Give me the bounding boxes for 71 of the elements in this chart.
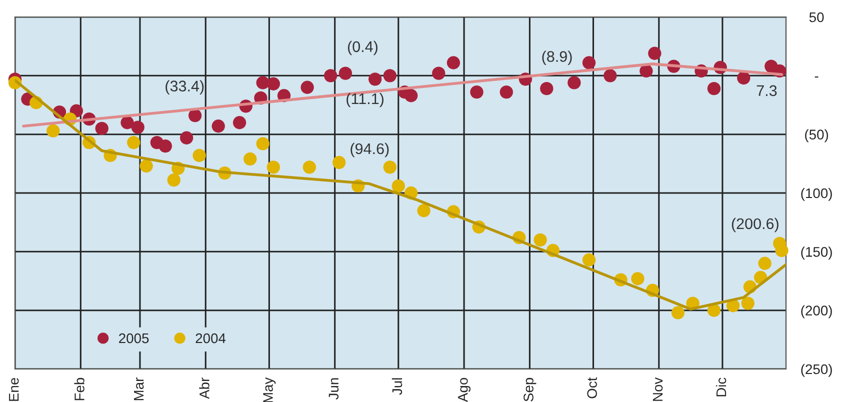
x-tick-label: Feb [74,378,84,400]
y-tick-label: (200) [801,305,832,318]
point [707,304,721,317]
x-tick-label: Nov [652,377,663,401]
legend-label: 2004 [196,333,226,344]
point [188,108,202,122]
point [192,148,206,162]
x-tick-label: Oct [587,377,597,398]
point [338,66,352,80]
point [256,137,270,150]
annotation: (94.6) [350,142,389,158]
point [244,152,257,166]
y-tick-label: - [814,76,818,78]
point [582,253,596,266]
point [417,204,430,218]
point [302,160,316,174]
point [140,159,153,173]
annotation: (0.4) [348,40,378,56]
point [671,306,685,320]
y-tick-label: 50 [809,12,824,22]
point [707,82,721,96]
point [775,244,788,258]
x-tick-label: Ene [9,378,19,401]
point [631,272,644,286]
x-tick-label: Jul [392,378,402,395]
point [332,156,346,170]
point [737,71,750,85]
y-tick-label: (100) [801,188,832,201]
point [383,160,396,174]
point [383,69,396,82]
point [266,77,280,90]
x-tick-label: Sep [524,378,536,402]
legend-label: 2005 [119,333,149,344]
x-tick-label: Ago [458,378,471,402]
point [540,82,554,96]
point [158,139,172,153]
point [534,233,547,247]
point [741,296,754,310]
point [640,64,653,78]
point [432,66,446,80]
y-tick-label: (150) [801,246,832,260]
point [404,89,418,102]
point [232,116,246,130]
x-tick-label: Abr [199,378,210,399]
annotation: (33.4) [166,80,204,95]
point [604,69,617,82]
y-tick-label: (250) [801,364,832,377]
point [446,56,460,70]
point [758,256,772,270]
x-tick-label: May [263,377,276,402]
annotation: 7.3 [756,85,777,96]
point [582,56,596,70]
x-tick-label: Dic [716,378,726,396]
point [212,120,225,133]
point [167,174,180,187]
point [266,160,280,174]
point [368,72,382,86]
point [324,69,338,82]
y-tick-label: (50) [805,129,828,142]
point [300,80,314,94]
annotation: (8.9) [542,50,572,65]
point [568,76,581,90]
point [648,46,662,60]
x-tick-label: Mar [134,378,144,400]
point [180,131,194,144]
point [500,86,513,99]
point [470,86,484,99]
point [392,179,405,193]
x-tick-label: Jun [328,378,339,400]
annotation: (11.1) [346,92,384,108]
annotation: (200.6) [732,218,778,232]
